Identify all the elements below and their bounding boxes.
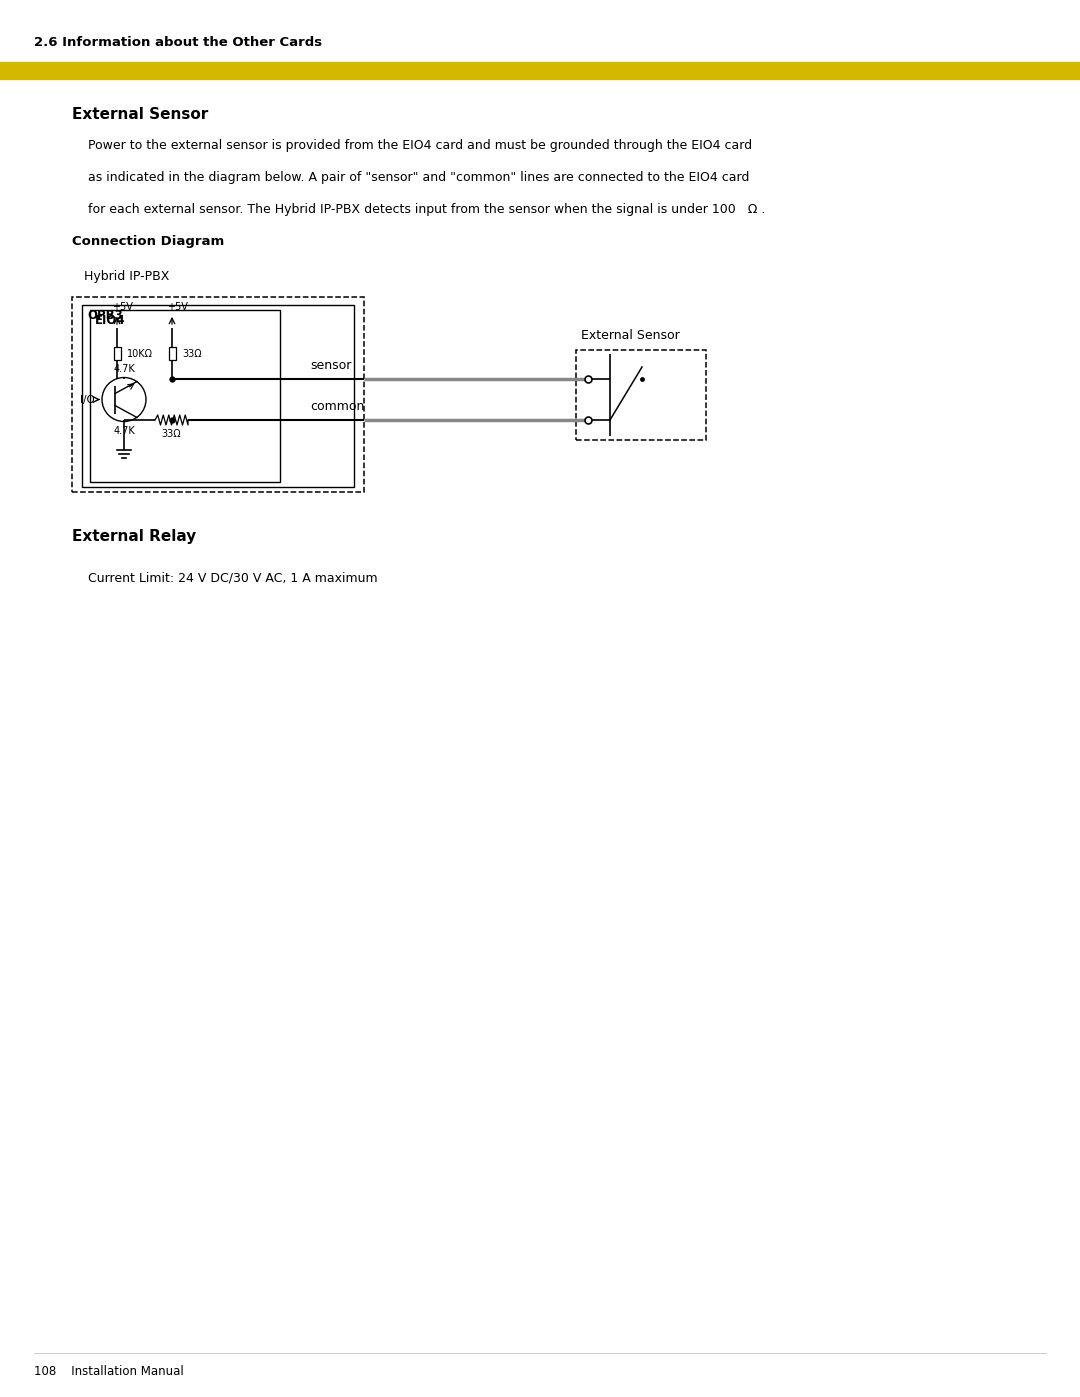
Text: External Relay: External Relay: [72, 529, 197, 543]
Bar: [576, 351, 706, 440]
Text: I/O: I/O: [80, 394, 95, 405]
Bar: [82, 305, 354, 488]
Text: as indicated in the diagram below. A pair of "sensor" and "common" lines are con: as indicated in the diagram below. A pai…: [87, 170, 750, 184]
Text: 33Ω: 33Ω: [183, 348, 202, 359]
Text: common: common: [310, 400, 364, 414]
Text: sensor: sensor: [310, 359, 351, 372]
Bar: [113, 346, 121, 360]
Text: Hybrid IP-PBX: Hybrid IP-PBX: [84, 270, 170, 284]
Text: 108    Installation Manual: 108 Installation Manual: [33, 1365, 184, 1377]
Text: Connection Diagram: Connection Diagram: [72, 235, 225, 249]
Text: +5V: +5V: [167, 302, 188, 312]
Text: 4.7K: 4.7K: [113, 363, 135, 373]
Text: +5V: +5V: [112, 302, 133, 312]
Text: EIO4: EIO4: [95, 314, 125, 327]
Text: 4.7K: 4.7K: [113, 426, 135, 436]
Text: for each external sensor. The Hybrid IP-PBX detects input from the sensor when t: for each external sensor. The Hybrid IP-…: [87, 203, 766, 217]
Bar: [168, 346, 175, 360]
Text: Power to the external sensor is provided from the EIO4 card and must be grounded: Power to the external sensor is provided…: [87, 138, 752, 152]
Bar: [72, 298, 364, 492]
Text: 2.6 Information about the Other Cards: 2.6 Information about the Other Cards: [33, 36, 322, 49]
Text: External Sensor: External Sensor: [581, 330, 679, 342]
Text: 33Ω: 33Ω: [162, 429, 181, 439]
Bar: [0, 61, 1080, 80]
Text: 10KΩ: 10KΩ: [127, 348, 153, 359]
Bar: [90, 310, 280, 482]
Text: External Sensor: External Sensor: [72, 108, 208, 122]
Text: Current Limit: 24 V DC/30 V AC, 1 A maximum: Current Limit: 24 V DC/30 V AC, 1 A maxi…: [87, 571, 378, 584]
Text: OPB3: OPB3: [87, 309, 123, 321]
